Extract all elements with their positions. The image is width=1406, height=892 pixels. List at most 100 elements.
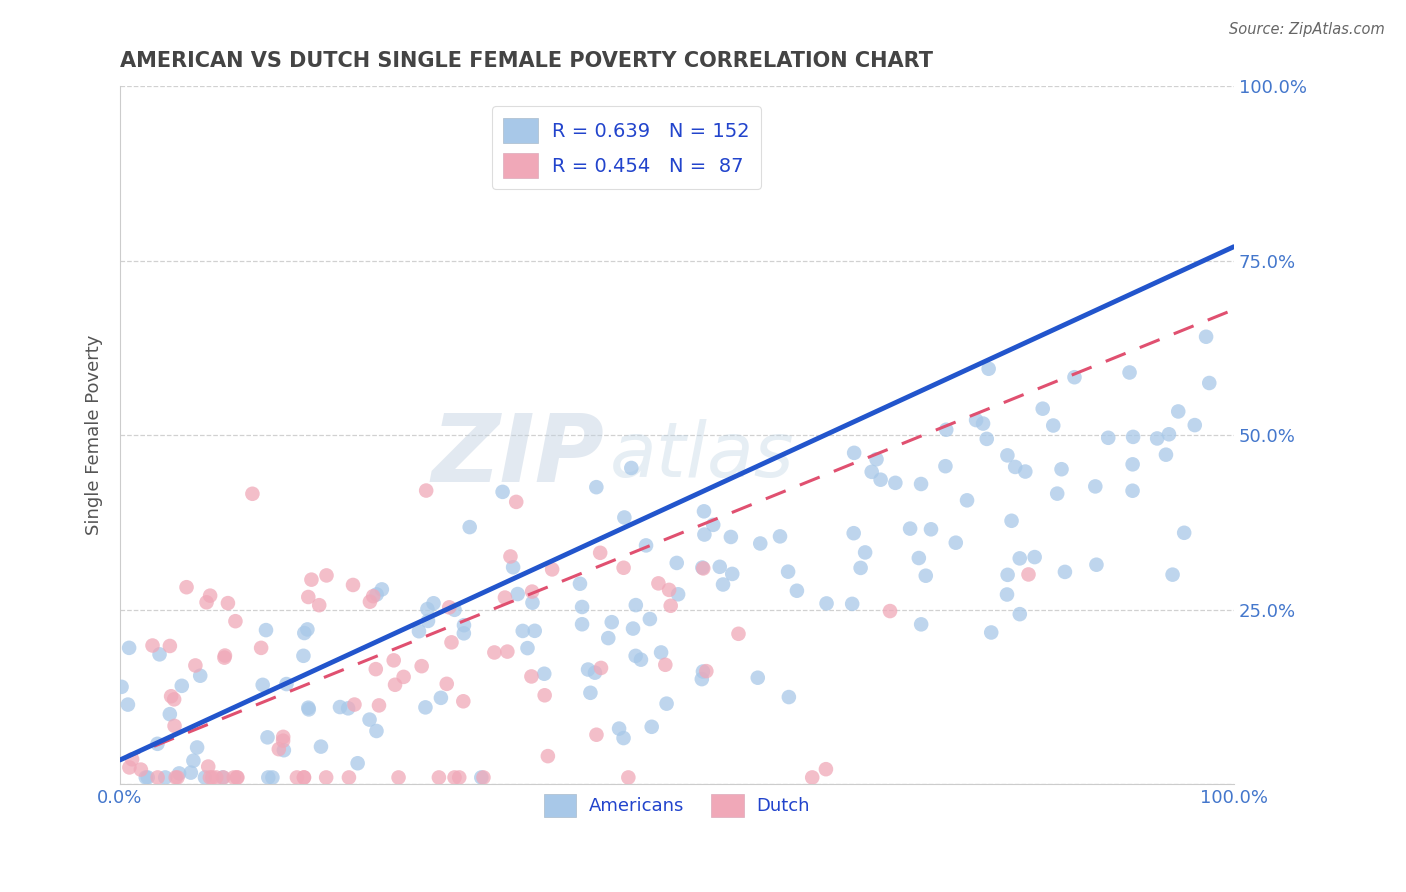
Point — [630, 653, 652, 667]
Point — [271, 730, 294, 744]
Point — [692, 561, 714, 575]
Point — [250, 640, 273, 655]
Point — [110, 680, 132, 694]
Point — [624, 598, 647, 612]
Point — [607, 722, 630, 736]
Point — [146, 771, 169, 785]
Point — [533, 688, 555, 702]
Legend: Americans, Dutch: Americans, Dutch — [537, 787, 817, 824]
Point — [499, 549, 522, 564]
Point — [842, 526, 865, 541]
Point — [617, 771, 640, 785]
Point — [267, 742, 290, 756]
Point — [1004, 459, 1026, 474]
Point — [121, 752, 143, 766]
Point — [180, 765, 202, 780]
Point — [408, 624, 430, 639]
Point — [292, 771, 315, 785]
Point — [860, 465, 883, 479]
Point — [956, 493, 979, 508]
Point — [1046, 486, 1069, 500]
Point — [1063, 370, 1085, 384]
Point — [654, 657, 676, 672]
Point — [392, 670, 415, 684]
Point — [256, 731, 278, 745]
Point — [491, 484, 513, 499]
Point — [292, 648, 315, 663]
Point — [934, 459, 956, 474]
Point — [945, 535, 967, 549]
Point — [522, 596, 544, 610]
Point — [359, 595, 381, 609]
Point — [129, 763, 152, 777]
Point — [298, 702, 321, 716]
Point — [1097, 431, 1119, 445]
Point — [496, 644, 519, 658]
Point — [571, 599, 593, 614]
Point — [415, 483, 437, 498]
Point — [920, 522, 942, 536]
Point — [997, 567, 1019, 582]
Point — [439, 600, 461, 615]
Point — [165, 771, 187, 785]
Point — [976, 432, 998, 446]
Point — [337, 771, 360, 785]
Point — [415, 700, 437, 714]
Point — [1167, 404, 1189, 418]
Point — [1122, 430, 1144, 444]
Point — [695, 664, 717, 678]
Point — [1122, 458, 1144, 472]
Point — [183, 754, 205, 768]
Point — [346, 756, 368, 771]
Point — [159, 707, 181, 722]
Point — [1008, 607, 1031, 622]
Point — [436, 677, 458, 691]
Point — [309, 739, 332, 754]
Point — [841, 597, 863, 611]
Y-axis label: Single Female Poverty: Single Female Poverty — [86, 335, 103, 535]
Point — [252, 678, 274, 692]
Point — [709, 559, 731, 574]
Point — [453, 618, 475, 632]
Point — [297, 700, 319, 714]
Point — [537, 749, 560, 764]
Point — [638, 612, 661, 626]
Point — [217, 596, 239, 610]
Point — [494, 591, 516, 605]
Point — [579, 686, 602, 700]
Point — [197, 759, 219, 773]
Point — [727, 627, 749, 641]
Point — [166, 771, 188, 785]
Point — [337, 701, 360, 715]
Point — [1161, 567, 1184, 582]
Point — [205, 771, 228, 785]
Point — [1154, 448, 1177, 462]
Point — [576, 663, 599, 677]
Point — [506, 587, 529, 601]
Point — [721, 566, 744, 581]
Point — [908, 551, 931, 566]
Point — [1084, 479, 1107, 493]
Point — [118, 760, 141, 774]
Point — [844, 446, 866, 460]
Point — [965, 413, 987, 427]
Point — [135, 771, 157, 785]
Point — [658, 582, 681, 597]
Point — [1184, 418, 1206, 433]
Point — [634, 538, 657, 552]
Point — [666, 587, 689, 601]
Point — [568, 576, 591, 591]
Point — [869, 473, 891, 487]
Point — [212, 771, 235, 785]
Point — [163, 692, 186, 706]
Point — [647, 576, 669, 591]
Point — [1000, 514, 1022, 528]
Point — [342, 578, 364, 592]
Point — [297, 590, 319, 604]
Point — [427, 771, 450, 785]
Point — [1024, 550, 1046, 565]
Point — [387, 771, 409, 785]
Point — [585, 480, 607, 494]
Point — [612, 731, 634, 745]
Point — [621, 622, 644, 636]
